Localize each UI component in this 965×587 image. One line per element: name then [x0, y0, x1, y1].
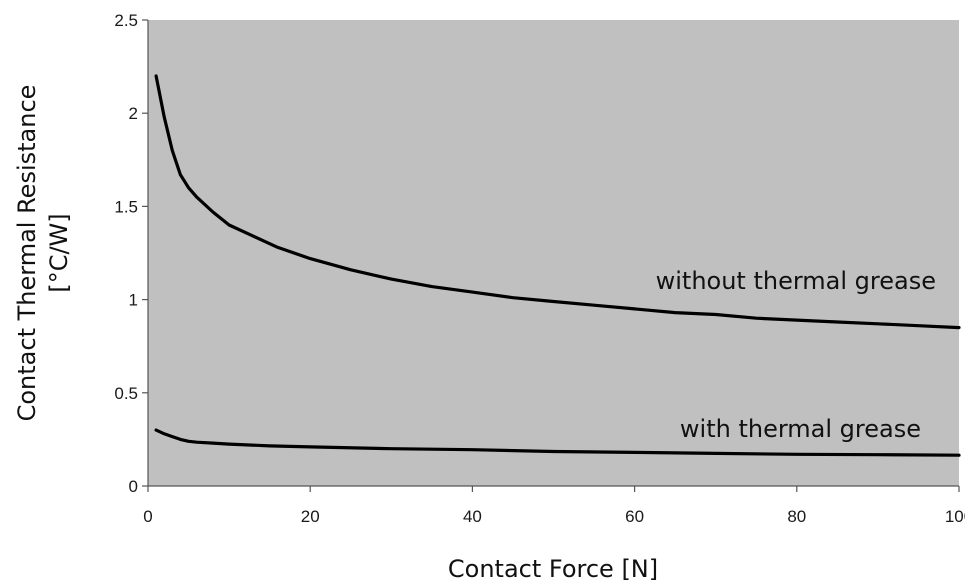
x-tick-label: 20 [301, 507, 320, 526]
x-tick-label: 100 [945, 507, 965, 526]
x-tick-label: 40 [463, 507, 482, 526]
y-axis-title-line1: Contact Thermal Resistance [13, 85, 41, 422]
y-tick-label: 0 [129, 477, 138, 496]
plot-area [148, 20, 959, 486]
x-tick-label: 80 [787, 507, 806, 526]
y-tick-label: 2.5 [114, 11, 138, 30]
annotation-without-thermal-grease: without thermal grease [656, 267, 936, 295]
series-layer [154, 74, 961, 457]
y-axis-title-line2: [°C/W] [45, 213, 73, 292]
y-axis: 0 0.5 1 1.5 2 2.5 [114, 11, 149, 496]
y-tick-label: 1.5 [114, 197, 138, 216]
y-tick-label: 1 [129, 291, 138, 310]
y-tick-label: 0.5 [114, 384, 138, 403]
annotation-with-thermal-grease: with thermal grease [680, 415, 921, 443]
series-without-grease-line [154, 74, 961, 330]
x-tick-label: 0 [143, 507, 152, 526]
x-tick-label: 60 [625, 507, 644, 526]
series-with-grease-line [154, 428, 961, 457]
x-axis-title: Contact Force [N] [448, 555, 658, 583]
x-axis: 0 20 40 60 80 100 [143, 485, 965, 526]
y-tick-label: 2 [129, 104, 138, 123]
annotation-layer: without thermal grease with thermal greas… [656, 267, 936, 443]
